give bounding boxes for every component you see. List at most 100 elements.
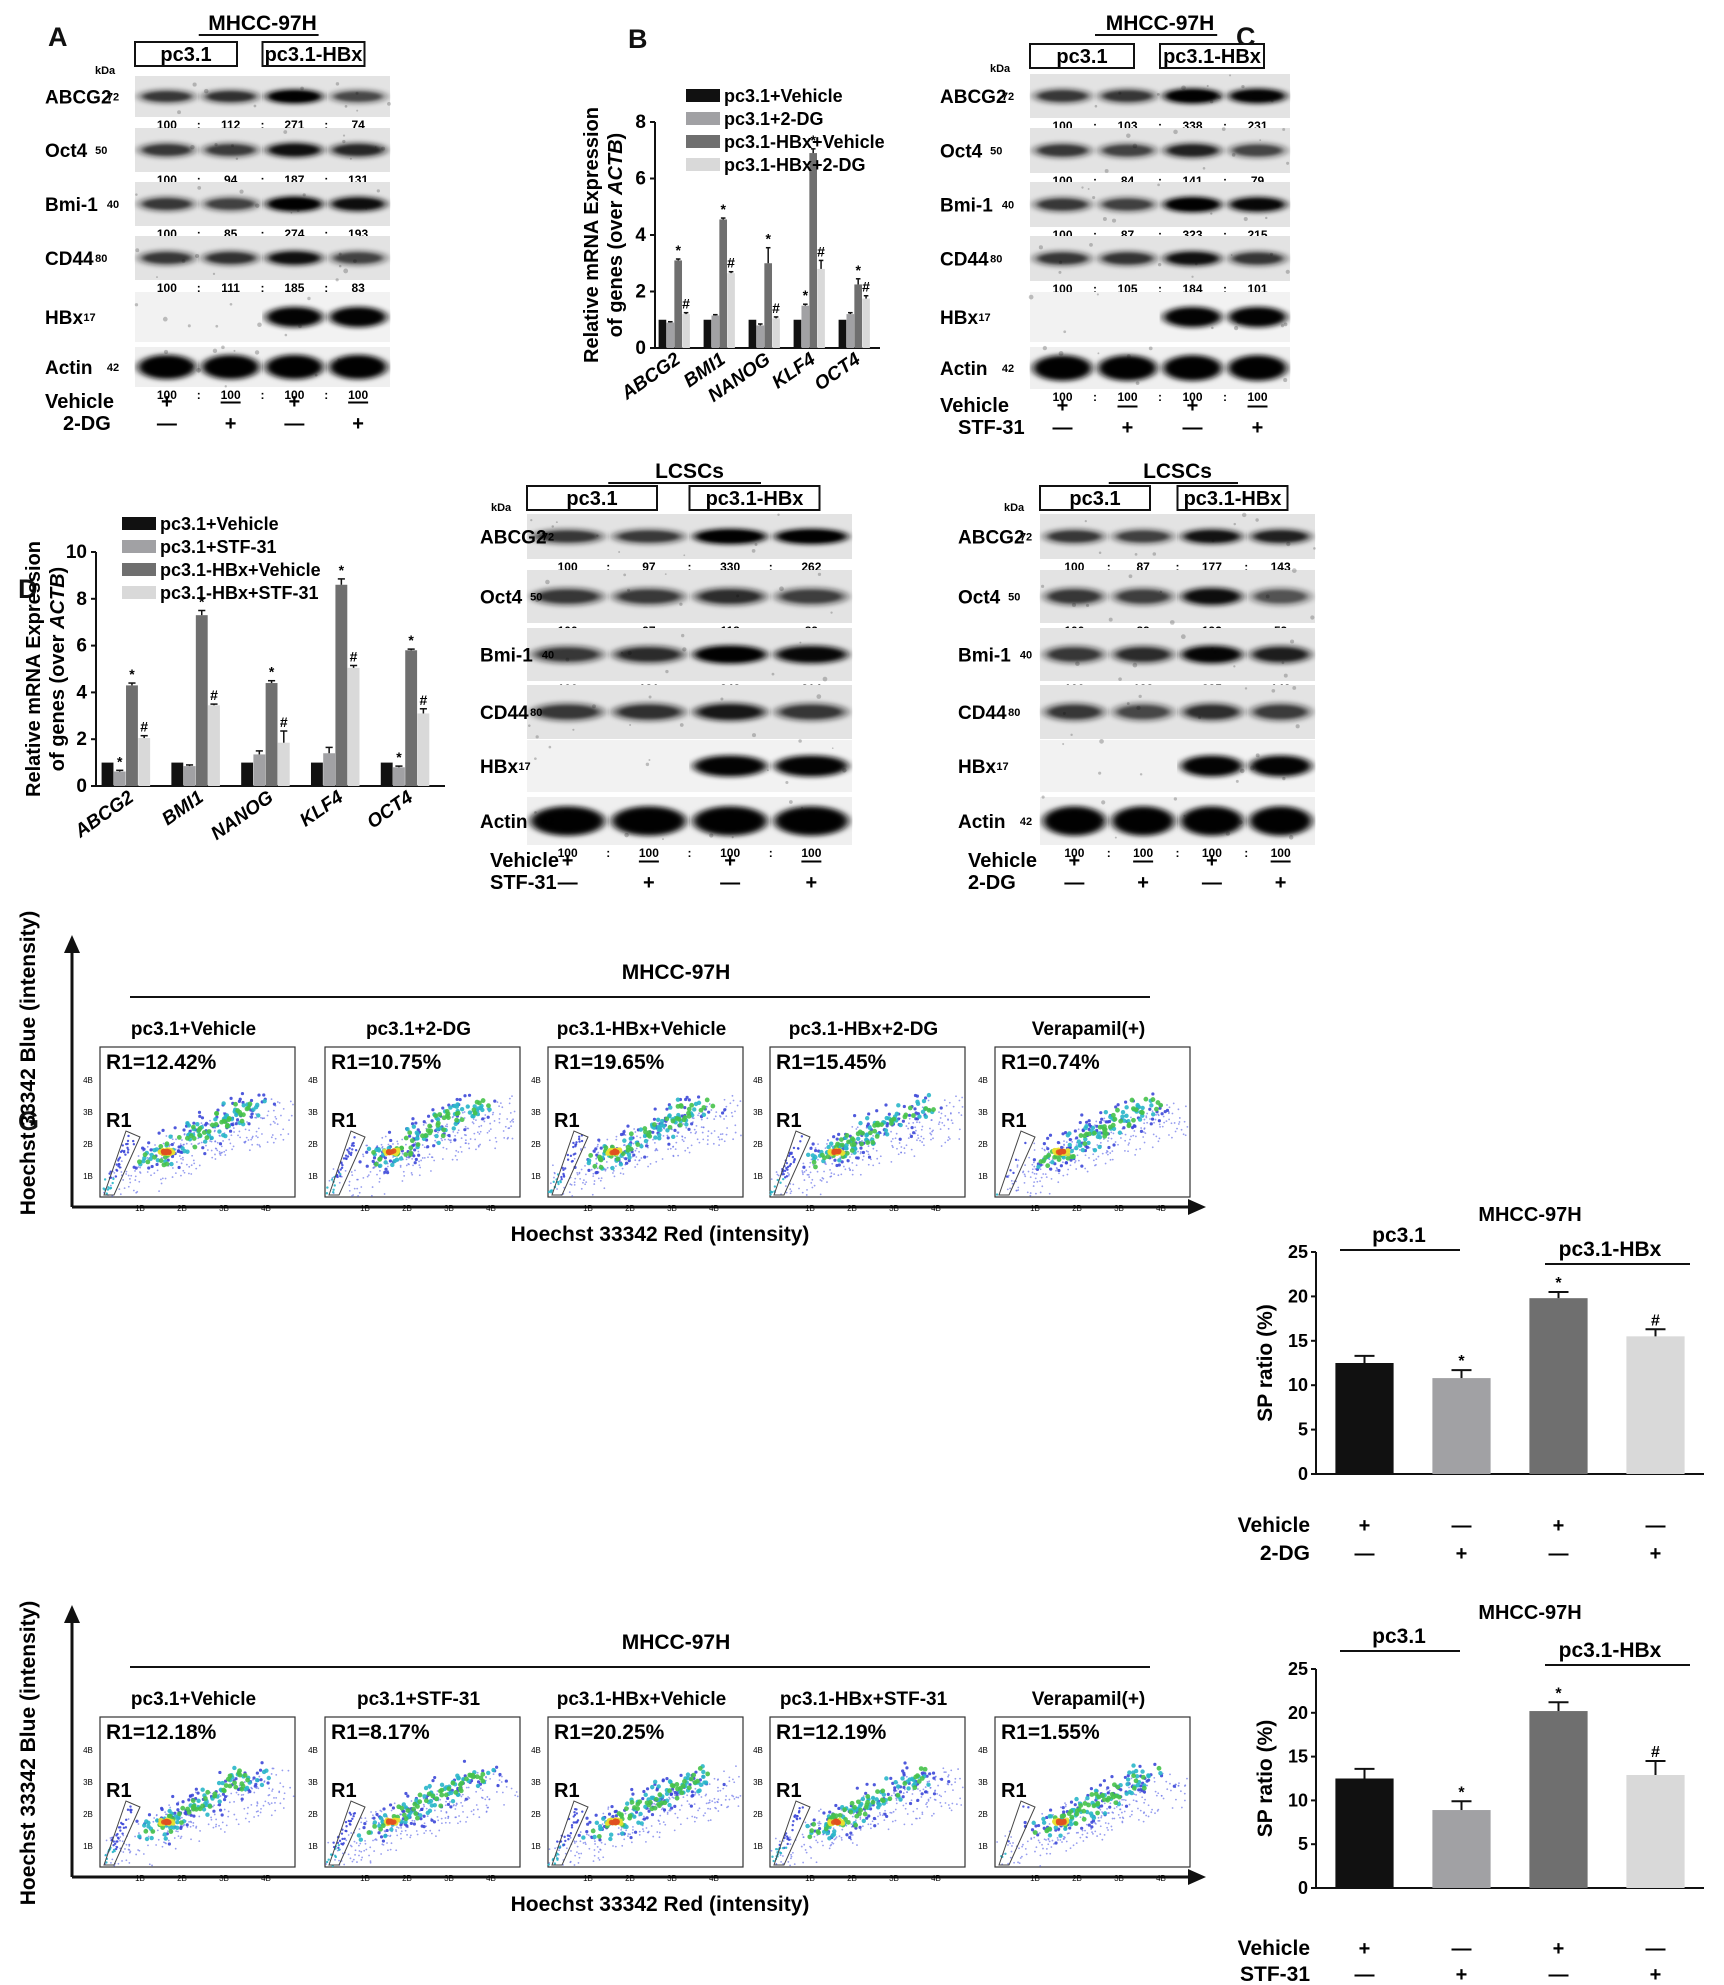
scatter-point (1161, 1125, 1164, 1128)
blot-speckle (284, 333, 288, 337)
scatter-point-dense (498, 1772, 502, 1777)
panel-letter-g: G (18, 1106, 39, 1136)
scatter-point-sp (556, 1840, 559, 1843)
scatter-point (174, 1847, 177, 1850)
scatter-point (735, 1796, 738, 1799)
scatter-point (655, 1147, 658, 1150)
scatter-point-sp (573, 1811, 576, 1814)
blot-kda-value: 72 (1002, 91, 1014, 103)
scatter-point-dense (1129, 1097, 1135, 1103)
scatter-point (270, 1098, 273, 1101)
y-tick-label: 4 (635, 225, 646, 246)
scatter-point (622, 1144, 625, 1147)
scatter-point-sp (103, 1178, 107, 1181)
scatter-point (512, 1120, 515, 1123)
scatter-point-dense (234, 1122, 238, 1126)
scatter-point (192, 1824, 195, 1827)
blot-protein-label: CD44 (480, 703, 529, 724)
scatter-point-sp (325, 1860, 329, 1864)
scatter-point-sp (348, 1822, 352, 1826)
scatter-point (565, 1847, 568, 1850)
scatter-point (932, 1129, 934, 1132)
scatter-point (461, 1111, 464, 1114)
scatter-point (128, 1843, 131, 1846)
blot-kda-label: kDa (491, 502, 512, 514)
significance-mark: * (396, 749, 402, 765)
scatter-point-dense (383, 1170, 387, 1174)
blot-treatment-label: Vehicle (968, 850, 1037, 872)
y-axis-title-part: of genes (over (605, 195, 627, 337)
scatter-point (257, 1814, 260, 1817)
scatter-point-dense (476, 1106, 481, 1111)
scatter-point (205, 1144, 207, 1147)
scatter-point (401, 1152, 404, 1155)
scatter-point (139, 1172, 142, 1174)
scatter-point (915, 1129, 917, 1132)
scatter-point-sp (339, 1174, 342, 1178)
blot-cell-line: LCSCs (1143, 460, 1212, 483)
scatter-point (824, 1162, 826, 1165)
flow-gate-label: R1 (776, 1110, 802, 1132)
scatter-point-dense (179, 1825, 183, 1829)
scatter-point (123, 1187, 126, 1189)
scatter-point (1094, 1164, 1096, 1167)
scatter-point-dense (585, 1816, 589, 1820)
blot-treatment-label: Vehicle (45, 391, 114, 413)
scatter-point (640, 1157, 643, 1159)
scatter-point (379, 1169, 381, 1172)
scatter-point-dense (645, 1144, 649, 1148)
scatter-point (817, 1158, 819, 1161)
scatter-point-dense (858, 1120, 863, 1126)
scatter-point-dense (227, 1773, 233, 1779)
scatter-point (680, 1804, 683, 1807)
scatter-point (719, 1133, 722, 1136)
blot-band-core (619, 705, 679, 719)
scatter-point-dense (657, 1136, 662, 1141)
scatter-point (441, 1158, 444, 1160)
scatter-point (243, 1807, 246, 1810)
scatter-point (146, 1145, 149, 1148)
scatter-point (1065, 1141, 1068, 1144)
scatter-point (146, 1156, 149, 1159)
scatter-point (943, 1099, 946, 1102)
blot-band-core (1234, 145, 1281, 156)
blot-quant-value: 100 (157, 281, 177, 295)
scatter-point (614, 1845, 617, 1848)
scatter-point (1117, 1143, 1119, 1146)
blot-band-core (1255, 648, 1306, 661)
blot-speckle (1126, 133, 1131, 138)
scatter-point (929, 1132, 932, 1135)
blot-speckle (1173, 797, 1178, 801)
scatter-point-sp (339, 1168, 342, 1171)
scatter-point-dense (723, 1108, 727, 1112)
flow-gate-label: R1 (106, 1780, 132, 1802)
scatter-point (592, 1860, 595, 1863)
flow-gate-polygon (103, 1800, 141, 1866)
category-label: NANOG (207, 787, 277, 845)
scatter-point (213, 1804, 216, 1807)
scatter-point (399, 1166, 402, 1168)
scatter-point-dense (255, 1102, 260, 1108)
scatter-point-dense (1041, 1158, 1046, 1164)
scatter-point-dense (409, 1821, 413, 1826)
scatter-point (712, 1142, 715, 1145)
scatter-point (1063, 1140, 1065, 1143)
scatter-point (693, 1791, 696, 1794)
scatter-point (706, 1143, 709, 1146)
scatter-point (1074, 1161, 1076, 1164)
scatter-point (775, 1171, 778, 1173)
scatter-point-dense (667, 1802, 672, 1808)
scatter-point (485, 1804, 488, 1807)
scatter-point-dense (487, 1107, 492, 1112)
blot-speckle (618, 551, 621, 553)
scatter-point-dense (363, 1822, 367, 1826)
scatter-point-dense (692, 1780, 698, 1785)
scatter-point (267, 1794, 270, 1797)
blot-speckle (1058, 270, 1062, 274)
scatter-point-dense (232, 1765, 237, 1771)
scatter-point-dense (252, 1776, 256, 1780)
scatter-point-dense (1049, 1167, 1053, 1171)
flow-x-tick: 4B (1156, 1204, 1166, 1213)
scatter-point (1023, 1173, 1026, 1176)
